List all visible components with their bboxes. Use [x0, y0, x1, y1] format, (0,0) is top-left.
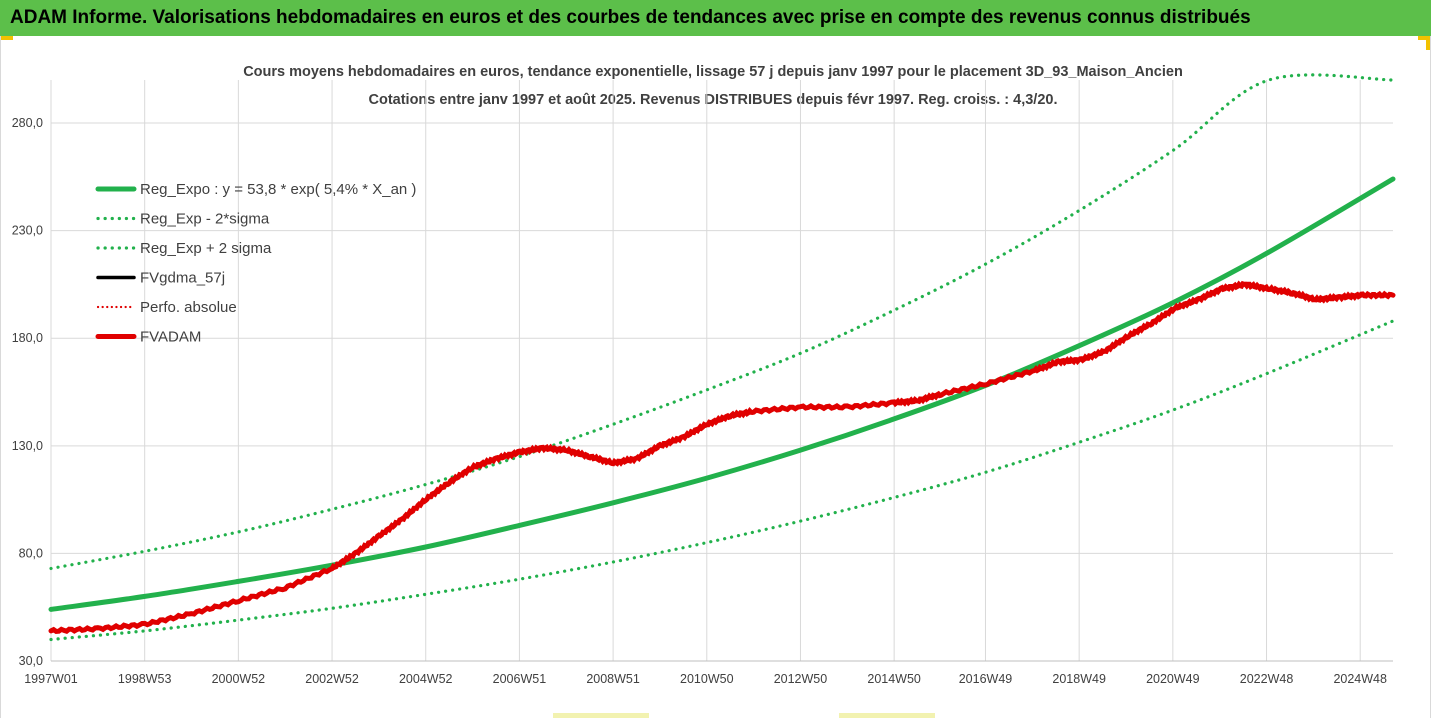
series-line-5 — [48, 280, 1396, 634]
x-tick-label: 2020W49 — [1146, 672, 1200, 686]
x-tick-label: 2004W52 — [399, 672, 453, 686]
corner-mark-right — [1426, 36, 1430, 50]
banner-title: ADAM Informe. Valorisations hebdomadaire… — [0, 0, 1431, 36]
corner-mark-top-right — [1418, 36, 1430, 40]
y-tick-label: 280,0 — [12, 116, 43, 130]
chart-subtitle: Cotations entre janv 1997 et août 2025. … — [368, 92, 1057, 108]
x-tick-label: 2014W50 — [867, 672, 921, 686]
chart-frame: Cours moyens hebdomadaires en euros, ten… — [0, 36, 1431, 718]
y-tick-label: 130,0 — [12, 439, 43, 453]
legend-entry: FVADAM — [140, 329, 201, 346]
series-line-2 — [49, 73, 1395, 571]
legend-entry: Perfo. absolue — [140, 299, 237, 316]
y-tick-label: 30,0 — [19, 654, 43, 668]
legend-entry: Reg_Exp - 2*sigma — [140, 211, 270, 228]
x-tick-label: 2024W48 — [1333, 672, 1387, 686]
series-line-1 — [49, 319, 1395, 642]
x-tick-label: 1998W53 — [118, 672, 172, 686]
legend: Reg_Expo : y = 53,8 * exp( 5,4% * X_an )… — [95, 181, 416, 346]
x-tick-label: 1997W01 — [24, 672, 78, 686]
chart: Cours moyens hebdomadaires en euros, ten… — [12, 64, 1396, 686]
corner-mark-top-left — [1, 36, 13, 40]
x-tick-label: 2002W52 — [305, 672, 359, 686]
legend-entry: Reg_Expo : y = 53,8 * exp( 5,4% * X_an ) — [140, 181, 416, 198]
x-tick-label: 2022W48 — [1240, 672, 1294, 686]
series-lines — [48, 73, 1396, 642]
y-tick-label: 230,0 — [12, 224, 43, 238]
x-tick-label: 2010W50 — [680, 672, 734, 686]
x-tick-label: 2000W52 — [212, 672, 266, 686]
grid — [50, 80, 1393, 662]
x-tick-label: 2012W50 — [774, 672, 828, 686]
bottom-tab-left — [553, 713, 649, 718]
bottom-tab-right — [839, 713, 935, 718]
legend-entry: FVgdma_57j — [140, 270, 225, 287]
legend-entry: Reg_Exp + 2 sigma — [140, 240, 272, 257]
x-tick-label: 2016W49 — [959, 672, 1013, 686]
series-line-0 — [48, 176, 1396, 612]
y-tick-label: 180,0 — [12, 331, 43, 345]
chart-title: Cours moyens hebdomadaires en euros, ten… — [243, 64, 1183, 80]
x-tick-label: 2006W51 — [493, 672, 547, 686]
x-tick-label: 2018W49 — [1052, 672, 1106, 686]
x-tick-label: 2008W51 — [586, 672, 640, 686]
y-tick-label: 80,0 — [19, 546, 43, 560]
axes: 30,0 80,0 130,0 180,0 230,0 280,0 1997W01 1998W… — [12, 116, 1393, 686]
